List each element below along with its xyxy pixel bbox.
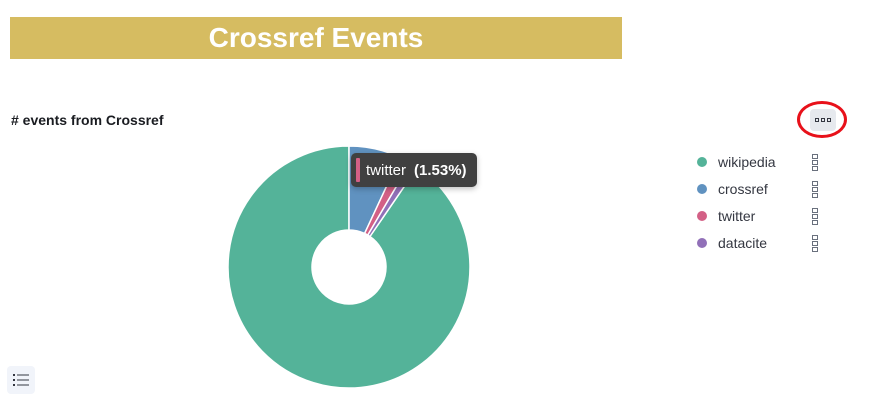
highlight-annotation-circle: [797, 101, 847, 138]
legend-color-dot: [697, 237, 707, 248]
chart-legend: wikipedia crossref twitter datacite: [697, 148, 827, 256]
slice-wikipedia[interactable]: [227, 145, 471, 389]
list-icon: [13, 374, 29, 386]
dashboard-banner: Crossref Events: [10, 17, 622, 59]
legend-item-datacite[interactable]: datacite: [697, 229, 827, 256]
tooltip-label: twitter: [366, 161, 407, 179]
chart-tooltip: twitter (1.53%): [351, 153, 477, 187]
legend-item-wikipedia[interactable]: wikipedia: [697, 148, 827, 175]
legend-color-dot: [697, 156, 707, 167]
banner-title: Crossref Events: [208, 22, 424, 53]
panel-title: # events from Crossref: [11, 112, 164, 128]
legend-item-menu-icon[interactable]: [812, 154, 818, 171]
legend-item-crossref[interactable]: crossref: [697, 175, 827, 202]
legend-label: twitter: [718, 207, 756, 224]
legend-item-menu-icon[interactable]: [812, 181, 818, 198]
legend-item-menu-icon[interactable]: [812, 235, 818, 252]
legend-label: crossref: [718, 180, 768, 197]
tooltip-percent: (1.53%): [414, 161, 467, 179]
tooltip-color-swatch: [356, 158, 360, 182]
legend-item-menu-icon[interactable]: [812, 208, 818, 225]
legend-label: datacite: [718, 234, 768, 251]
legend-toggle-button[interactable]: [7, 366, 35, 394]
legend-item-twitter[interactable]: twitter: [697, 202, 827, 229]
legend-color-dot: [697, 210, 707, 221]
legend-label: wikipedia: [718, 153, 776, 170]
legend-color-dot: [697, 183, 707, 194]
